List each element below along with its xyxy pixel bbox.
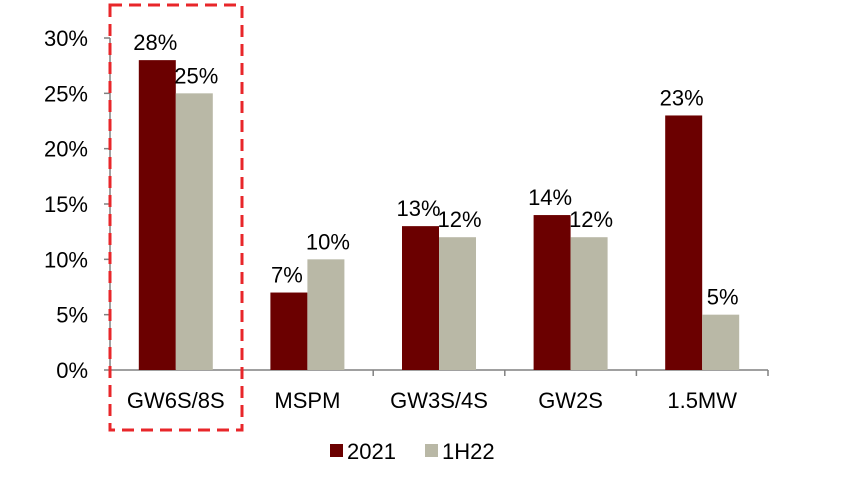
data-label: 12%: [437, 207, 481, 232]
data-label: 5%: [707, 285, 739, 310]
x-tick-label: GW2S: [538, 388, 603, 413]
data-label: 10%: [306, 229, 350, 254]
legend-swatch-1H22: [425, 444, 438, 457]
legend-label-1H22: 1H22: [442, 439, 495, 464]
y-tick-label: 5%: [56, 303, 88, 328]
data-label: 28%: [133, 30, 177, 55]
x-tick-label: GW6S/8S: [127, 388, 225, 413]
bar-1H22: [439, 237, 476, 370]
y-tick-label: 30%: [44, 26, 88, 51]
axes: 0% 5% 10% 15% 20% 25% 30%: [44, 26, 769, 383]
legend-swatch-2021: [330, 444, 343, 457]
y-tick-label: 0%: [56, 358, 88, 383]
bar-2021: [138, 60, 176, 371]
x-tick-label: MSPM: [274, 388, 340, 413]
y-tick-label: 20%: [44, 137, 88, 162]
data-label: 14%: [528, 185, 572, 210]
y-tick-label: 10%: [44, 247, 88, 272]
bar-1H22: [702, 314, 740, 370]
data-label: 23%: [660, 85, 704, 110]
bar-1H22: [175, 93, 213, 370]
legend: 2021 1H22: [330, 439, 495, 464]
highlight-box: [108, 3, 244, 432]
data-label: 7%: [271, 263, 303, 288]
data-label: 12%: [569, 207, 613, 232]
bar-1H22: [307, 259, 345, 370]
labels: GW6S/8S MSPM GW3S/4S GW2S 1.5MW 28% 25% 7%10% 13…: [127, 30, 739, 413]
bars: [138, 60, 740, 371]
bar-2021: [270, 292, 308, 370]
bar-1H22: [570, 237, 608, 370]
bar-2021: [533, 215, 571, 370]
x-tick-label: GW3S/4S: [390, 388, 488, 413]
bar-2021: [665, 115, 703, 370]
y-tick-label: 15%: [44, 192, 88, 217]
data-label: 25%: [174, 63, 218, 88]
bar-2021: [402, 226, 439, 370]
legend-label-2021: 2021: [347, 439, 396, 464]
x-tick-label: 1.5MW: [667, 388, 737, 413]
data-label: 13%: [396, 196, 440, 221]
y-tick-label: 25%: [44, 81, 88, 106]
